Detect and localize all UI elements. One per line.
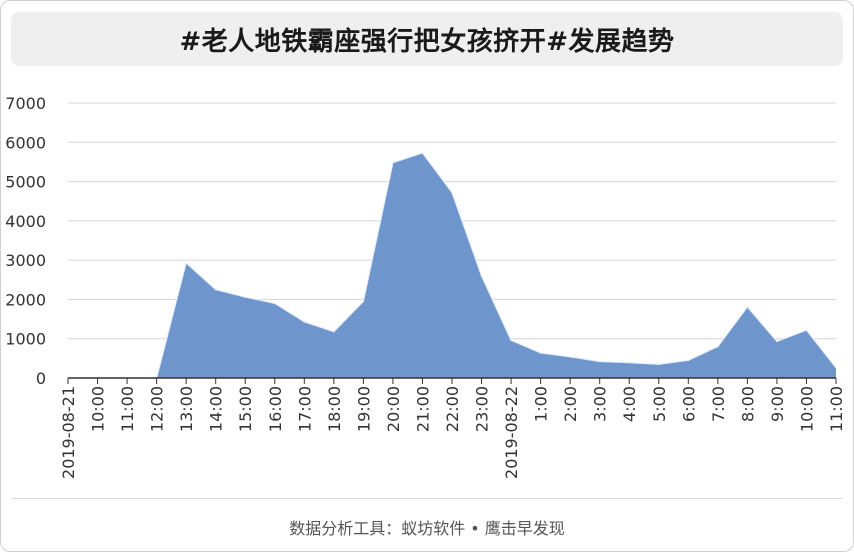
- x-tick-label: 2019-08-22: [502, 386, 521, 479]
- data-point: [451, 191, 453, 194]
- x-tick-label: 19:00: [354, 386, 373, 432]
- data-point: [273, 302, 276, 305]
- data-point: [598, 360, 601, 363]
- data-point: [687, 359, 690, 362]
- data-point: [776, 340, 778, 343]
- data-point: [333, 330, 335, 333]
- x-tick-label: 23:00: [473, 386, 492, 432]
- x-tick-label: 22:00: [443, 386, 462, 432]
- x-tick-label: 3:00: [591, 386, 610, 422]
- y-tick-label: 3000: [5, 251, 46, 270]
- area-series: [68, 152, 836, 378]
- data-point: [746, 306, 749, 308]
- footer-source: 数据分析工具：蚁坊软件 • 鹰击早发现: [289, 519, 565, 538]
- x-tick-label: 17:00: [295, 386, 314, 432]
- data-point: [510, 339, 512, 342]
- data-point: [362, 300, 365, 303]
- data-point: [717, 345, 719, 348]
- x-tick-label: 14:00: [207, 386, 226, 432]
- data-point: [539, 352, 542, 354]
- y-tick-label: 2000: [5, 290, 46, 309]
- x-tick-label: 20:00: [384, 386, 403, 432]
- chart-title: #老人地铁霸座强行把女孩挤开#发展趋势: [179, 26, 675, 57]
- title-bar: #老人地铁霸座强行把女孩挤开#发展趋势: [11, 12, 843, 66]
- x-tick-label: 8:00: [738, 386, 757, 422]
- data-point: [835, 366, 837, 369]
- data-point: [392, 161, 394, 164]
- data-point: [657, 363, 660, 366]
- data-point: [421, 152, 424, 154]
- data-point: [569, 355, 571, 358]
- x-tick-label: 6:00: [679, 386, 698, 422]
- data-point: [244, 296, 247, 298]
- y-tick-label: 5000: [5, 173, 46, 192]
- y-tick-label: 4000: [5, 212, 46, 231]
- y-tick-label: 6000: [5, 133, 46, 152]
- x-tick-label: 11:00: [118, 386, 137, 432]
- y-tick-label: 1000: [5, 330, 46, 349]
- x-tick-label: 10:00: [797, 386, 816, 432]
- x-tick-label: 2:00: [561, 386, 580, 422]
- data-point: [628, 361, 631, 364]
- x-tick-label: 10:00: [89, 386, 108, 432]
- x-tick-label: 12:00: [148, 386, 167, 432]
- x-tick-label: 4:00: [620, 386, 639, 422]
- x-tick-labels: 2019-08-21 10:00 11:00 12:00 13:00 14:00 15:00…: [59, 378, 846, 479]
- x-tick-label: 2019-08-21: [59, 386, 78, 479]
- x-tick-label: 21:00: [413, 386, 432, 432]
- y-tick-label: 0: [36, 369, 46, 388]
- x-tick-label: 13:00: [177, 386, 196, 432]
- x-tick-label: 18:00: [325, 386, 344, 432]
- x-tick-label: 16:00: [266, 386, 285, 432]
- y-tick-labels: 0 1000 2000 3000 4000 5000 6000 7000: [5, 94, 46, 388]
- x-tick-label: 9:00: [768, 386, 787, 422]
- data-point: [185, 262, 187, 264]
- x-tick-label: 11:00: [827, 386, 846, 432]
- data-point: [303, 321, 306, 323]
- x-tick-label: 15:00: [236, 386, 255, 432]
- x-tick-label: 5:00: [650, 386, 669, 422]
- x-tick-label: 7:00: [709, 386, 728, 422]
- data-point: [480, 275, 483, 277]
- x-tick-label: 1:00: [532, 386, 551, 422]
- data-point: [214, 288, 217, 291]
- data-point: [805, 329, 808, 331]
- y-tick-label: 7000: [5, 94, 46, 113]
- area-layer: [67, 152, 837, 379]
- footer-divider: [12, 498, 842, 499]
